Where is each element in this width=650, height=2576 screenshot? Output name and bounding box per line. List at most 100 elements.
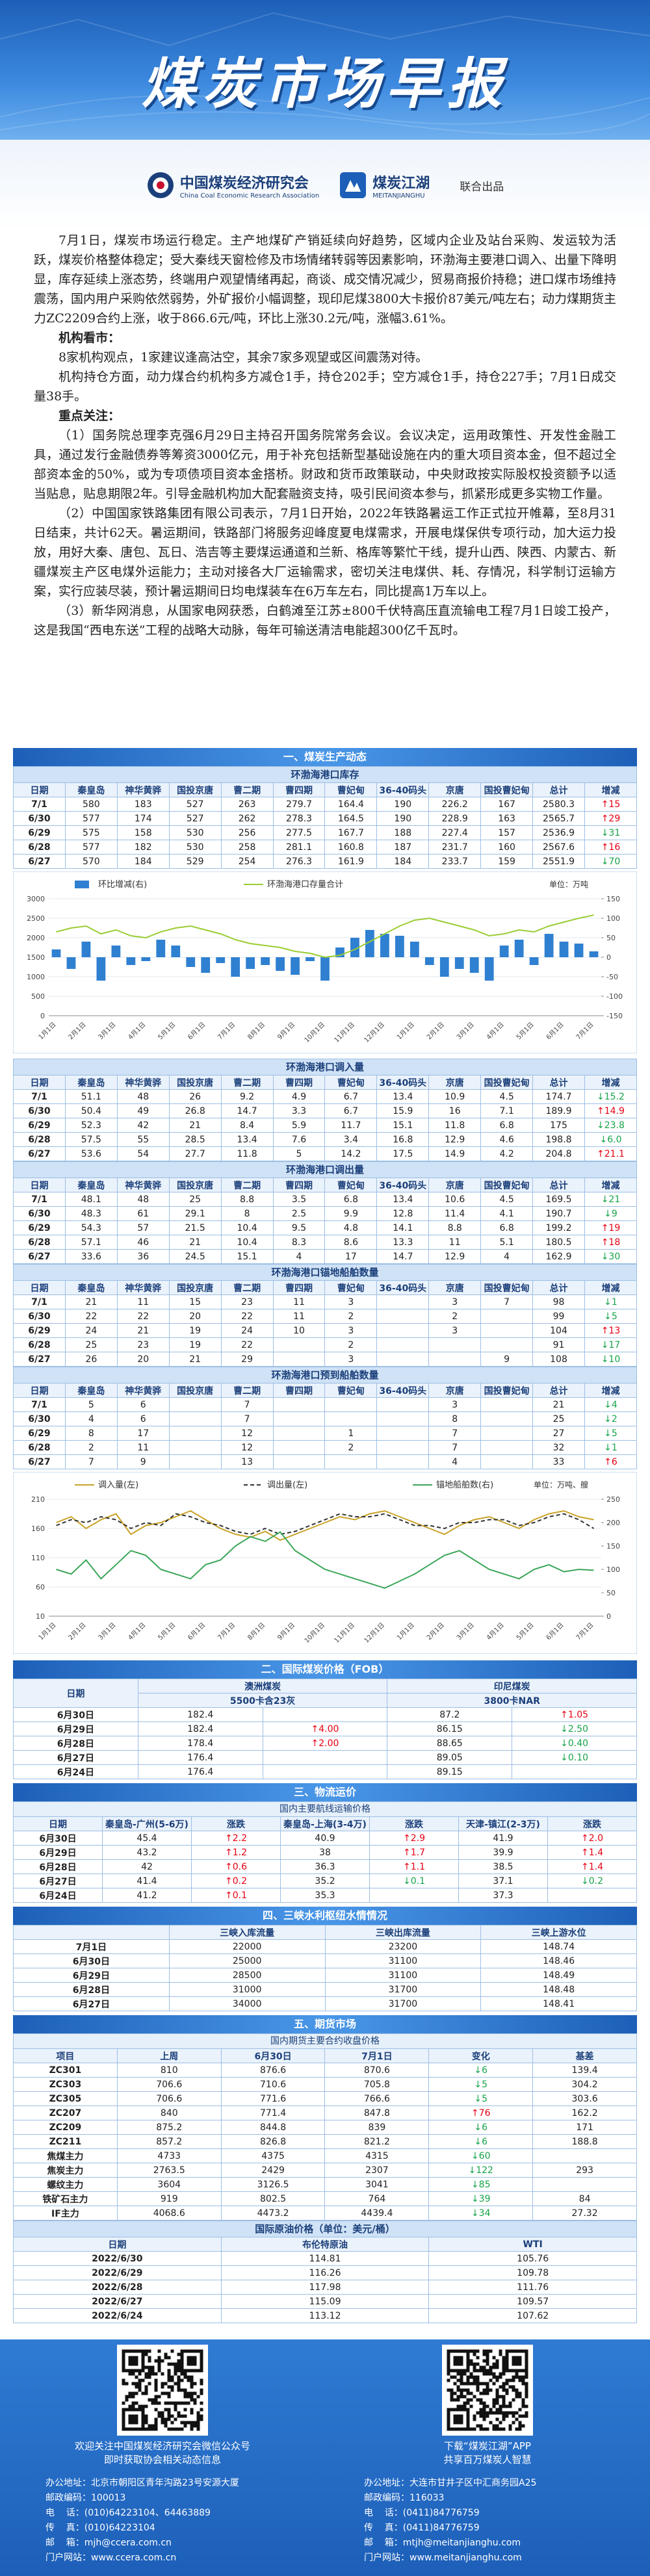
table-cell: ↓5 xyxy=(584,1309,638,1324)
table-cell: 43.2 xyxy=(102,1845,192,1860)
row-label: 螺纹主力 xyxy=(13,2177,118,2192)
table-cell: 12.9 xyxy=(428,1249,482,1264)
column-header: 天津-镇江(2-3万) xyxy=(458,1816,548,1831)
table-cell: 12 xyxy=(220,1440,274,1455)
table-cell: 37.3 xyxy=(458,1888,548,1903)
table-cell xyxy=(272,1337,326,1352)
bar xyxy=(51,949,61,957)
table-row: ZC211 857.2 826.8 821.2 ↓6 188.8 xyxy=(13,2134,637,2149)
table-cell: 258 xyxy=(220,840,274,855)
table-row: 6月30日 45.4 ↑2.2 40.9 ↑2.9 41.9 ↑2.0 xyxy=(13,1831,637,1846)
table-cell: ↑29 xyxy=(584,811,638,826)
table-cell: 7 xyxy=(480,1294,534,1309)
row-label: 6月27日 xyxy=(13,1750,138,1765)
paragraph: （1）国务院总理李克强6月29日主持召开国务院常务会议。会议决定，运用政策性、开… xyxy=(34,428,616,501)
bar xyxy=(216,957,226,963)
table-body: 6月30日 182.4 87.2 ↑1.05 6月29日 182.4 ↑4.00 86.15 ↓… xyxy=(13,1707,637,1779)
table-cell xyxy=(480,1337,534,1352)
table-cell: ↑15 xyxy=(584,797,638,812)
table-cell: 183 xyxy=(116,797,170,812)
table-cell: 98 xyxy=(532,1294,585,1309)
table-cell: ↑0.1 xyxy=(191,1888,281,1903)
table-cell: 42 xyxy=(102,1859,192,1874)
table-cell: 21 xyxy=(532,1397,585,1412)
column-header: 国投京唐 xyxy=(168,1280,222,1295)
table-cell: 3 xyxy=(428,1294,482,1309)
table-head: 项目 上周 6月30日 7月1日 变化 基差 xyxy=(13,2048,637,2063)
table-cell: 187 xyxy=(376,840,430,855)
column-header: 曹四期 xyxy=(272,1075,326,1090)
table-cell: 26 xyxy=(168,1089,222,1104)
y2-tick-label: 150 xyxy=(606,895,620,903)
table-cell xyxy=(376,1411,430,1426)
table-cell: 175 xyxy=(532,1118,585,1133)
table-cell: 4375 xyxy=(220,2148,326,2163)
table: 日期 秦皇岛 神华黄骅 国投京唐 曹二期 曹四期 曹妃甸 36-40码头 京唐 国投曹妃甸 总计 增减… xyxy=(13,1178,638,1264)
row-label: 6月29日 xyxy=(13,1968,170,1983)
table-cell: 2567.6 xyxy=(532,840,585,855)
table-cell: 31100 xyxy=(324,1968,482,1983)
column-header: 三峡出库流量 xyxy=(324,1925,482,1940)
table-cell: 821.2 xyxy=(324,2134,430,2149)
table-cell: 3 xyxy=(428,1397,482,1412)
footer: 欢迎关注中国煤炭经济研究会微信公众号 即时获取协会相关动态信息 下载“煤炭江湖”… xyxy=(0,2339,650,2576)
header: 煤炭市场早报 中国煤炭经济研究会 China Coal Economic Rese… xyxy=(0,0,650,231)
table-cell: ↓9 xyxy=(584,1206,638,1221)
table-cell xyxy=(376,1352,430,1367)
section-title: 一、煤炭生产动态 xyxy=(13,748,637,766)
table-cell: 527 xyxy=(168,811,222,826)
table-cell: ↓21 xyxy=(584,1192,638,1207)
table-cell: 277.5 xyxy=(272,825,326,840)
row-label: 6/30 xyxy=(13,1411,66,1426)
y-tick-label: 1000 xyxy=(27,973,45,981)
contacts: 办公地址：大连市甘井子区中汇商务园A25 邮政编码：116033 电 话：(0411… xyxy=(364,2476,536,2566)
qr-code xyxy=(442,2345,533,2436)
column-header: 京唐 xyxy=(428,1280,482,1295)
table-cell xyxy=(168,1397,222,1412)
table-cell: 11.8 xyxy=(220,1146,274,1161)
table-cell: 9.5 xyxy=(272,1220,326,1235)
row-label: 6/28 xyxy=(13,1440,66,1455)
table-cell: 84 xyxy=(532,2191,637,2206)
chart-block: 0 500 1000 1500 2000 2500 3000 -150 -100 -50 0 50 10… xyxy=(12,871,638,1056)
table-cell: ↓0.10 xyxy=(512,1750,637,1765)
table-cell: 23 xyxy=(116,1337,170,1352)
table-cell: 115.09 xyxy=(220,2294,430,2309)
table-row: 2022/6/29 116.26 109.78 xyxy=(13,2265,637,2280)
table-cell: 870.6 xyxy=(324,2063,430,2078)
bar xyxy=(410,942,419,957)
section-title: 四、三峡水利枢纽水情情况 xyxy=(13,1907,637,1925)
table-cell: 228.9 xyxy=(428,811,482,826)
table-cell xyxy=(272,1440,326,1455)
y2-tick-label: 100 xyxy=(606,1565,620,1574)
column-header: 曹四期 xyxy=(272,782,326,797)
table-cell: 11 xyxy=(116,1440,170,1455)
table-cell: ↑18 xyxy=(584,1235,638,1250)
paragraph: （2）中国国家铁路集团有限公司表示，7月1日开始，2022年铁路暑运工作正式拉开… xyxy=(34,506,616,599)
table-cell: 28500 xyxy=(168,1968,326,1983)
table-cell xyxy=(168,1426,222,1441)
table-row: 6月29日 43.2 ↑1.2 38 ↑1.7 39.9 ↑1.4 xyxy=(13,1845,637,1860)
table-cell: 114.81 xyxy=(220,2251,430,2266)
table-cell: 262 xyxy=(220,811,274,826)
table-cell: 42 xyxy=(116,1118,170,1133)
table-cell: 24 xyxy=(64,1323,118,1338)
org-name-en: MEITANJIANGHU xyxy=(372,192,425,200)
table-cell: 157 xyxy=(480,825,534,840)
table-row: 6月30日 25000 31100 148.46 xyxy=(13,1953,637,1968)
qr-modules xyxy=(122,2349,203,2431)
table-cell: 48 xyxy=(116,1089,170,1104)
bar xyxy=(126,957,136,965)
table-row: 6/29 24 21 19 24 10 3 3 104 ↑13 xyxy=(13,1323,638,1338)
table-cell: 31700 xyxy=(324,1996,482,2011)
table-cell: 19 xyxy=(168,1323,222,1338)
row-label: 6/30 xyxy=(13,1206,66,1221)
table-cell: ↑2.2 xyxy=(191,1831,281,1846)
column-header: 神华黄骅 xyxy=(116,1383,170,1398)
table-row: ZC207 840 771.4 847.8 ↑76 162.2 xyxy=(13,2106,637,2120)
table-cell: 11 xyxy=(116,1294,170,1309)
table-block: 国际原油价格（单位：美元/桶） 日期 布伦特原油 WTI 2022/6/30 114.81… xyxy=(13,2221,637,2323)
row-label: 6/29 xyxy=(13,1323,66,1338)
table-cell: 16.8 xyxy=(376,1132,430,1147)
table-row: 6/27 26 20 21 29 3 9 108 ↓10 xyxy=(13,1352,638,1367)
